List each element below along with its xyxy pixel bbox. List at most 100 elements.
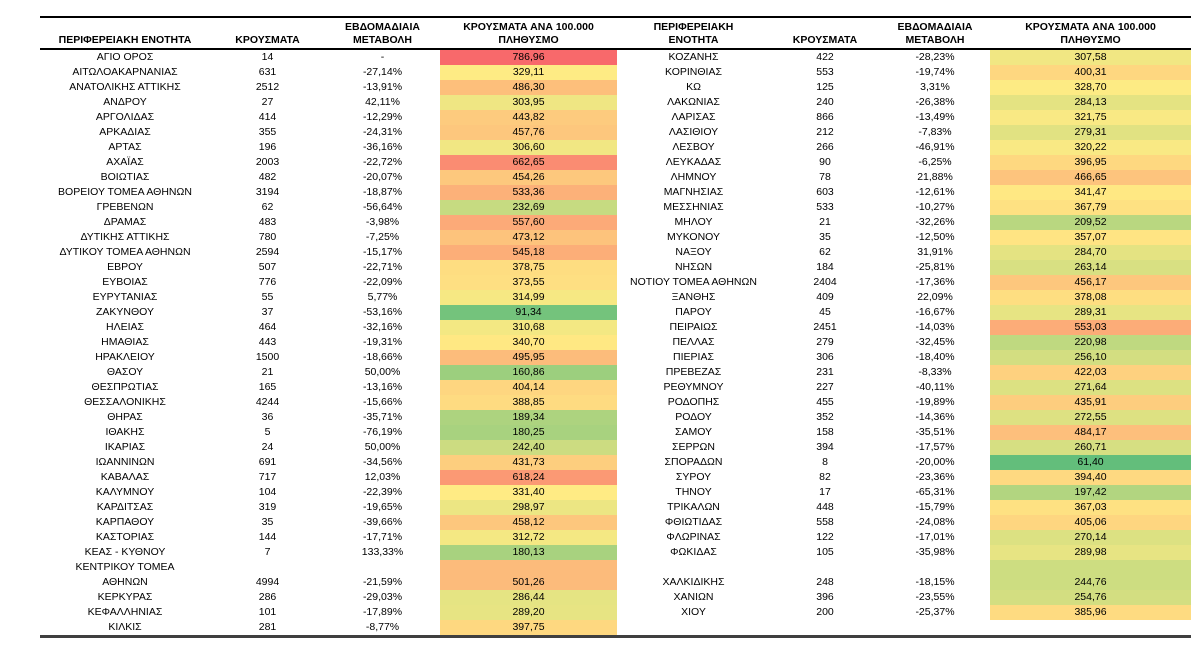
left-region-cell: ΚΕΑΣ - ΚΥΘΝΟΥ <box>84 546 166 558</box>
table-row: ΘΗΡΑΣ 36 -35,71% 189,34 ΡΟΔΟΥ 352 -14,36% 272,5… <box>40 410 1191 425</box>
left-cases-cell: 691 <box>258 456 277 468</box>
right-incidence-cell: 385,96 <box>990 605 1191 620</box>
right-incidence-cell <box>990 620 1191 638</box>
right-region-cell: ΛΕΥΚΑΔΑΣ <box>665 156 722 168</box>
right-incidence-cell: 396,95 <box>990 155 1191 170</box>
left-cases-cell: 2512 <box>255 81 280 93</box>
table-row: ΘΕΣΠΡΩΤΙΑΣ 165 -13,16% 404,14 ΡΕΘΥΜΝΟΥ 227 -40… <box>40 380 1191 395</box>
right-cases-cell: 125 <box>816 81 834 93</box>
left-change-header: ΕΒΔΟΜΑΔΙΑΙΑ ΜΕΤΑΒΟΛΗ <box>325 16 440 50</box>
table-row: ΚΑΡΠΑΘΟΥ 35 -39,66% 458,12 ΦΘΙΩΤΙΔΑΣ 558 -24,0… <box>40 515 1191 530</box>
right-weekly-change-cell: -14,36% <box>915 411 955 423</box>
left-cases-cell: 483 <box>258 216 277 228</box>
left-weekly-change-cell: 42,11% <box>365 96 400 108</box>
right-incidence-cell: 289,31 <box>990 305 1191 320</box>
right-weekly-change-cell: -20,00% <box>915 456 955 468</box>
left-cases-cell: 443 <box>258 336 277 348</box>
left-region-cell: ΕΒΡΟΥ <box>107 261 143 273</box>
right-cases-cell: 448 <box>816 501 834 513</box>
left-incidence-cell: 662,65 <box>440 155 617 170</box>
left-region-cell: ΑΡΓΟΛΙΔΑΣ <box>95 111 155 123</box>
left-cases-cell: 286 <box>258 591 277 603</box>
table-row: ΔΥΤΙΚΗΣ ΑΤΤΙΚΗΣ 780 -7,25% 473,12 ΜΥΚΟΝΟΥ 35 -… <box>40 230 1191 245</box>
right-weekly-change-cell: 31,91% <box>917 246 953 258</box>
right-cases-cell: 394 <box>816 441 834 453</box>
left-incidence-cell: 180,25 <box>440 425 617 440</box>
left-cases-cell: 196 <box>258 141 277 153</box>
left-incidence-header: ΚΡΟΥΣΜΑΤΑ ΑΝΑ 100.000 ΠΛΗΘΥΣΜΟ <box>440 16 617 50</box>
left-region-cell: ΑΝΑΤΟΛΙΚΗΣ ΑΤΤΙΚΗΣ <box>69 81 181 93</box>
left-weekly-change-cell: -21,59% <box>362 576 403 588</box>
right-region-cell: ΠΙΕΡΙΑΣ <box>673 351 714 363</box>
left-cases-cell: 5 <box>264 426 271 438</box>
right-region-cell: ΧΑΛΚΙΔΙΚΗΣ <box>662 576 725 588</box>
table-row: ΘΑΣΟΥ 21 50,00% 160,86 ΠΡΕΒΕΖΑΣ 231 -8,33% 422,… <box>40 365 1191 380</box>
right-cases-cell: 90 <box>819 156 831 168</box>
table-row: ΑΝΑΤΟΛΙΚΗΣ ΑΤΤΙΚΗΣ 2512 -13,91% 486,30 ΚΩ 125… <box>40 80 1191 95</box>
right-cases-cell: 62 <box>819 246 831 258</box>
left-weekly-change-cell: -18,66% <box>362 351 403 363</box>
left-cases-cell: 165 <box>258 381 277 393</box>
right-weekly-change-cell: -46,91% <box>915 141 955 153</box>
right-cases-cell: 248 <box>816 576 834 588</box>
left-incidence-cell: 373,55 <box>440 275 617 290</box>
right-incidence-cell: 466,65 <box>990 170 1191 185</box>
right-cases-cell: 231 <box>816 366 834 378</box>
left-incidence-cell: 189,34 <box>440 410 617 425</box>
left-region-cell: ΚΑΛΥΜΝΟΥ <box>95 486 155 498</box>
left-region-cell: ΚΑΣΤΟΡΙΑΣ <box>95 531 155 543</box>
right-cases-cell: 105 <box>816 546 834 558</box>
left-region-cell: ΔΥΤΙΚΗΣ ΑΤΤΙΚΗΣ <box>80 231 170 243</box>
right-region-cell: ΚΩ <box>686 81 701 93</box>
table-row: ΕΒΡΟΥ 507 -22,71% 378,75 ΝΗΣΩΝ 184 -25,81% 263,… <box>40 260 1191 275</box>
right-incidence-cell: 435,91 <box>990 395 1191 410</box>
left-region-cell: ΔΥΤΙΚΟΥ ΤΟΜΕΑ ΑΘΗΝΩΝ <box>59 246 191 258</box>
right-weekly-change-cell <box>880 620 990 638</box>
table-row: ΙΘΑΚΗΣ 5 -76,19% 180,25 ΣΑΜΟΥ 158 -35,51% 484,1… <box>40 425 1191 440</box>
table-row: ΒΟΙΩΤΙΑΣ 482 -20,07% 454,26 ΛΗΜΝΟΥ 78 21,88% 46… <box>40 170 1191 185</box>
right-region-cell: ΡΕΘΥΜΝΟΥ <box>663 381 724 393</box>
right-cases-cell: 200 <box>816 606 834 618</box>
table-row: ΖΑΚΥΝΘΟΥ 37 -53,16% 91,34 ΠΑΡΟΥ 45 -16,67% 289,… <box>40 305 1191 320</box>
table-header: ΠΕΡΙΦΕΡΕΙΑΚΗ ΕΝΟΤΗΤΑ ΚΡΟΥΣΜΑΤΑ ΕΒΔΟΜΑΔΙΑ… <box>40 16 1191 50</box>
right-weekly-change-cell: -18,40% <box>915 351 955 363</box>
right-incidence-cell: 256,10 <box>990 350 1191 365</box>
right-weekly-change-cell: -7,83% <box>918 126 952 138</box>
right-weekly-change-cell: -12,61% <box>915 186 955 198</box>
left-incidence-cell: 545,18 <box>440 245 617 260</box>
left-incidence-cell: 557,60 <box>440 215 617 230</box>
right-incidence-cell: 272,55 <box>990 410 1191 425</box>
right-incidence-cell: 405,06 <box>990 515 1191 530</box>
left-cases-cell: 36 <box>261 411 274 423</box>
right-cases-cell <box>770 620 880 638</box>
right-cases-header: ΚΡΟΥΣΜΑΤΑ <box>770 16 880 50</box>
left-region-cell: ΑΓΙΟ ΟΡΟΣ <box>96 51 154 63</box>
right-incidence-cell: 284,13 <box>990 95 1191 110</box>
right-cases-cell: 422 <box>816 51 834 63</box>
left-incidence-cell: 473,12 <box>440 230 617 245</box>
right-region-cell: ΣΑΜΟΥ <box>674 426 713 438</box>
left-weekly-change-cell: -13,16% <box>362 381 403 393</box>
right-region-cell: ΜΑΓΝΗΣΙΑΣ <box>663 186 724 198</box>
left-incidence-cell: 431,73 <box>440 455 617 470</box>
right-cases-cell: 227 <box>816 381 834 393</box>
right-region-cell: ΠΕΙΡΑΙΩΣ <box>669 321 718 333</box>
left-region-cell: ΚΑΡΠΑΘΟΥ <box>95 516 155 528</box>
right-weekly-change-cell: -18,15% <box>915 576 955 588</box>
right-cases-cell: 158 <box>816 426 834 438</box>
left-incidence-cell: 232,69 <box>440 200 617 215</box>
left-cases-cell: 507 <box>258 261 277 273</box>
table-body: ΑΓΙΟ ΟΡΟΣ 14 - 786,96 ΚΟΖΑΝΗΣ 422 -28,23% 307,5… <box>40 49 1191 638</box>
left-incidence-cell: 404,14 <box>440 380 617 395</box>
left-cases-cell: 281 <box>210 620 325 638</box>
right-incidence-header: ΚΡΟΥΣΜΑΤΑ ΑΝΑ 100.000 ΠΛΗΘΥΣΜΟ <box>990 16 1191 50</box>
left-incidence-cell: 457,76 <box>440 125 617 140</box>
table-row: ΚΑΛΥΜΝΟΥ 104 -22,39% 331,40 ΤΗΝΟΥ 17 -65,31% 19… <box>40 485 1191 500</box>
right-incidence-cell: 289,98 <box>990 545 1191 560</box>
left-region-cell: ΗΛΕΙΑΣ <box>105 321 144 333</box>
right-incidence-cell: 357,07 <box>990 230 1191 245</box>
right-weekly-change-cell: -24,08% <box>915 516 955 528</box>
left-cases-cell: 2594 <box>255 246 280 258</box>
left-region-cell: ΘΕΣΠΡΩΤΙΑΣ <box>91 381 159 393</box>
right-region-cell: ΡΟΔΟΠΗΣ <box>667 396 720 408</box>
